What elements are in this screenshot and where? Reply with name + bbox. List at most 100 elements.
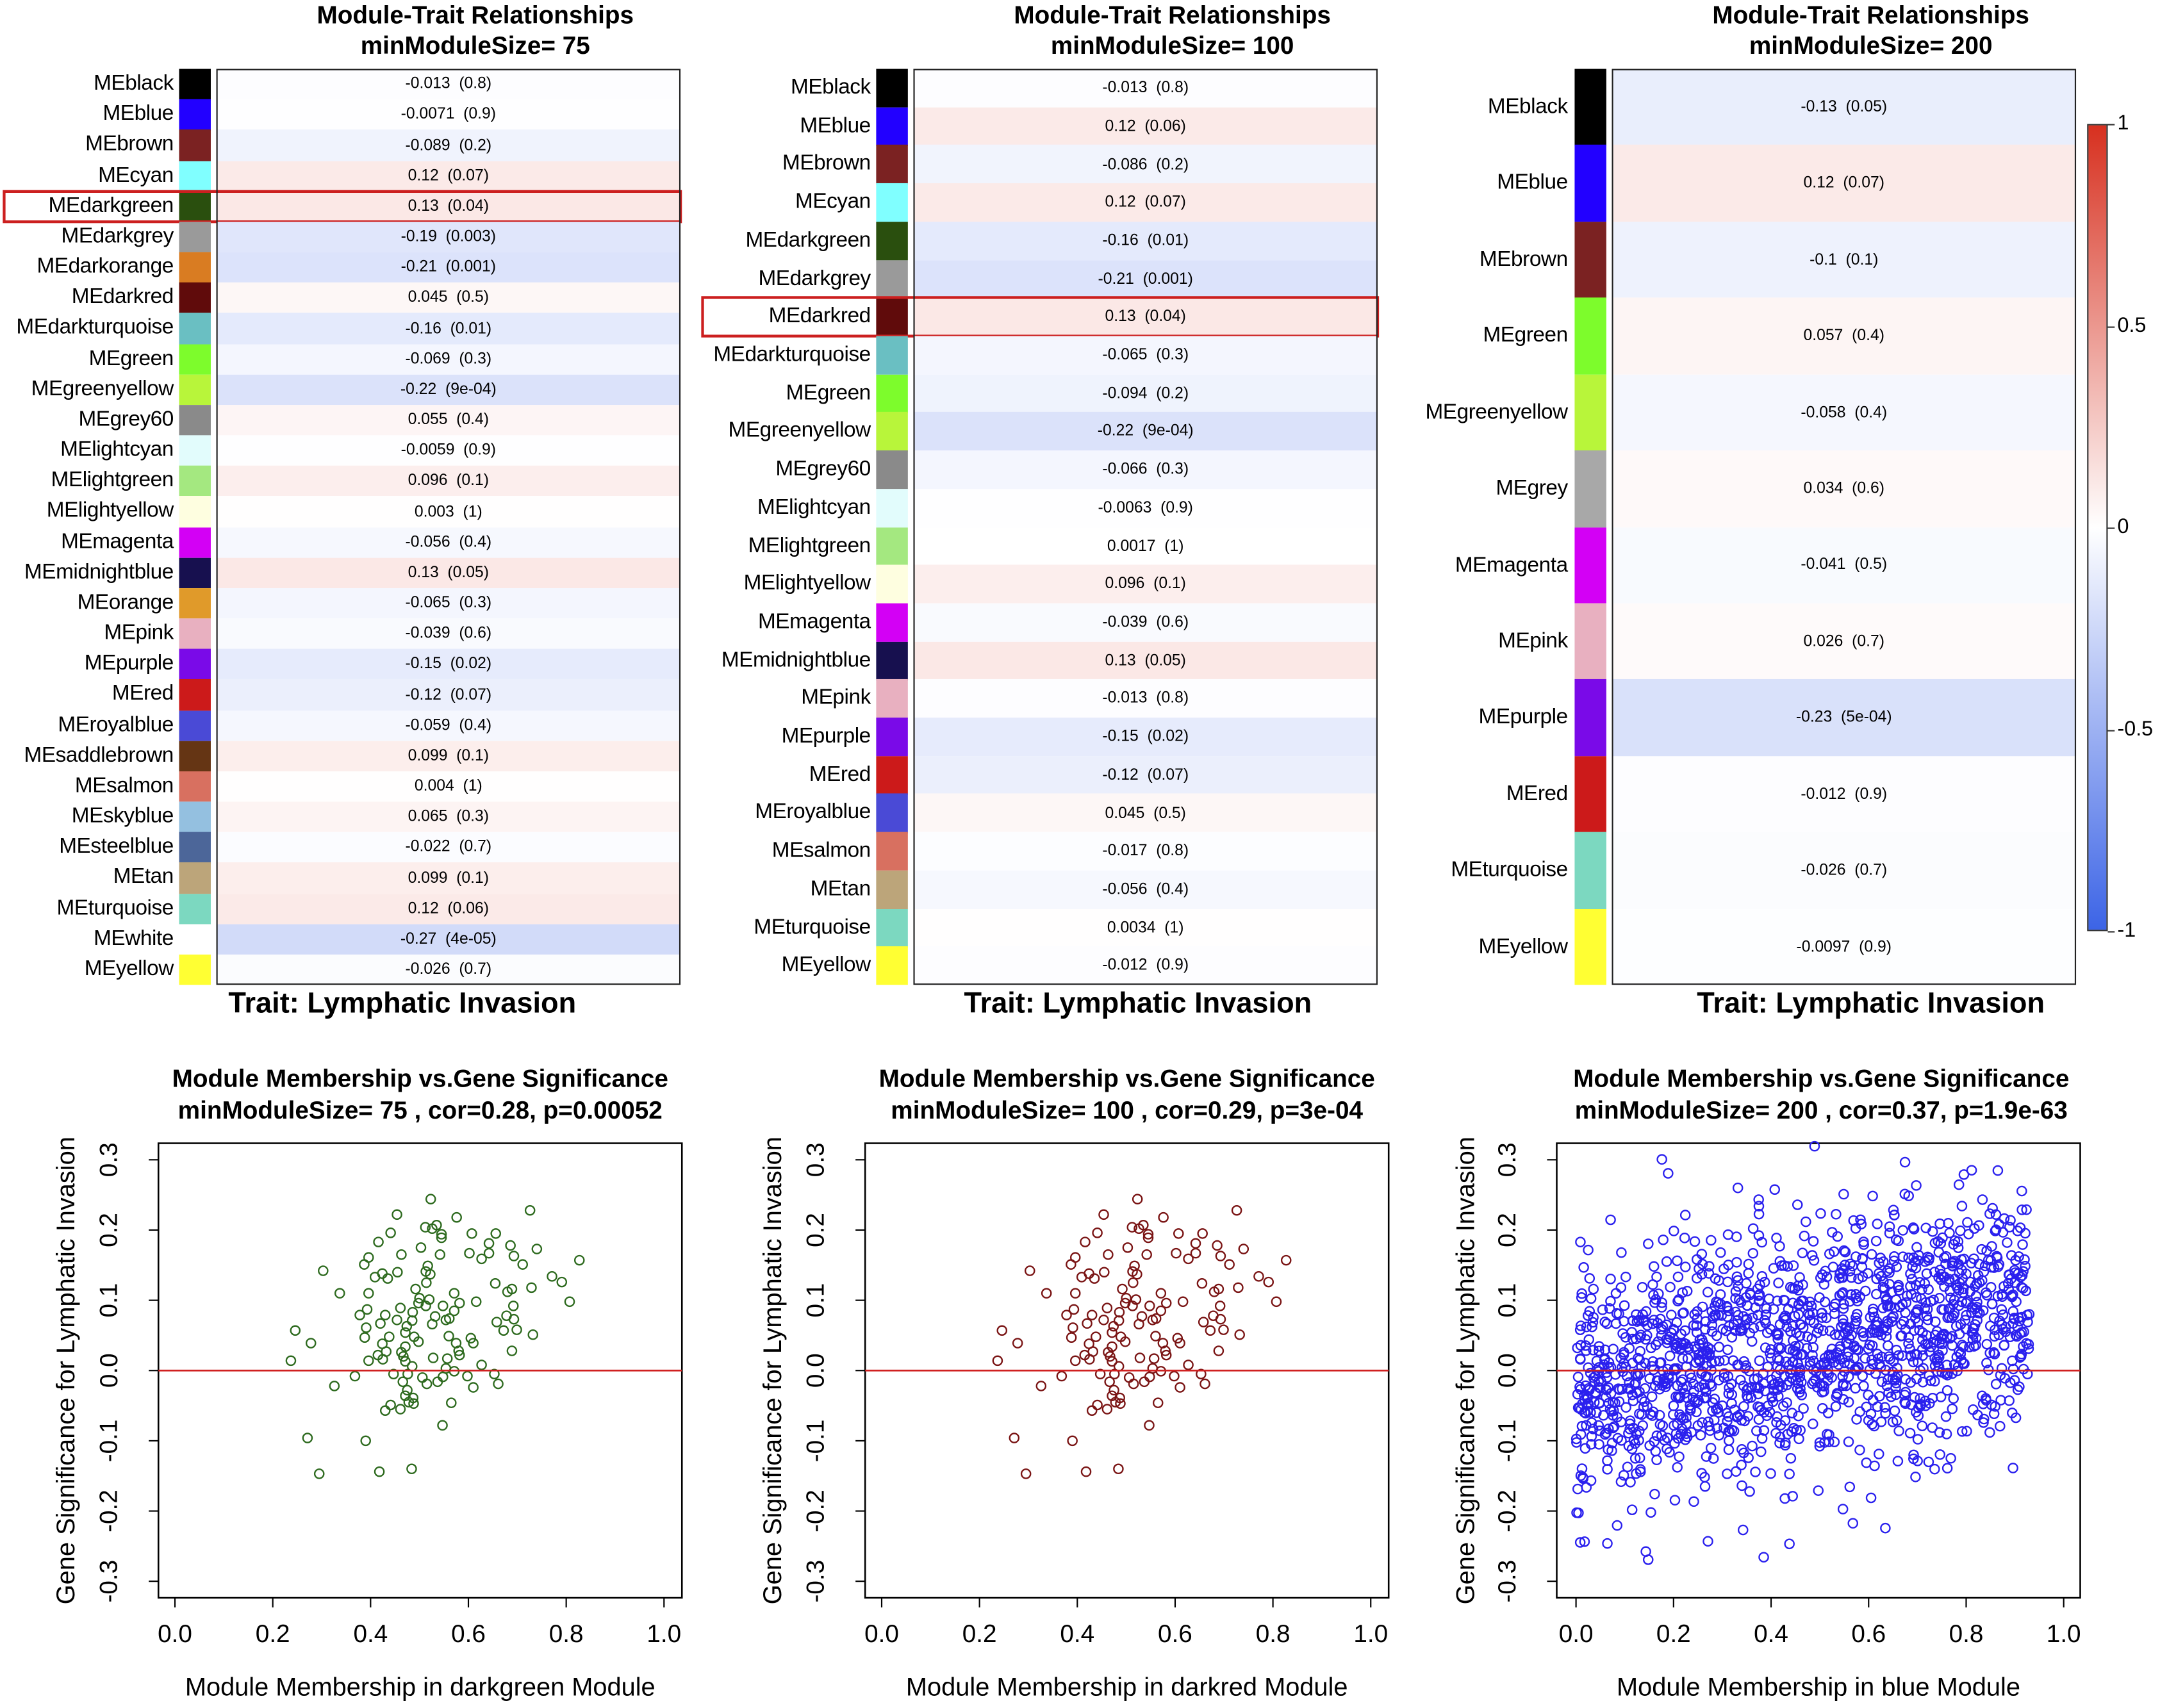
data-point [1947, 1257, 1958, 1268]
heatmap-cell[interactable]: -0.16 (0.01) [216, 313, 681, 345]
heatmap-cell[interactable]: -0.056 (0.4) [216, 527, 681, 559]
heatmap-cell[interactable]: -0.069 (0.3) [216, 343, 681, 375]
heatmap-cell[interactable]: 0.045 (0.5) [913, 794, 1378, 833]
heatmap-cell[interactable]: 0.12 (0.07) [1612, 145, 2077, 222]
data-point [1760, 1318, 1771, 1329]
heatmap-cell[interactable]: 0.065 (0.3) [216, 801, 681, 833]
heatmap-cell[interactable]: 0.057 (0.4) [1612, 297, 2077, 375]
heatmap-cell[interactable]: -0.22 (9e-04) [913, 412, 1378, 452]
data-point [318, 1265, 329, 1276]
data-point [1574, 1324, 1586, 1335]
heatmap-cell[interactable]: -0.12 (0.07) [216, 679, 681, 711]
data-point [2023, 1343, 2034, 1354]
data-point [385, 1228, 396, 1238]
heatmap-cell[interactable]: -0.012 (0.9) [1612, 755, 2077, 833]
data-point [1115, 1398, 1126, 1409]
data-point [1876, 1376, 1888, 1388]
data-point [413, 1336, 424, 1347]
heatmap-cell[interactable]: -0.066 (0.3) [913, 450, 1378, 489]
heatmap-cell[interactable]: -0.0063 (0.9) [913, 488, 1378, 528]
heatmap-cell[interactable]: -0.15 (0.02) [216, 648, 681, 680]
heatmap-cell[interactable]: 0.096 (0.1) [216, 466, 681, 497]
heatmap-cell[interactable]: -0.013 (0.8) [913, 69, 1378, 108]
heatmap-cell[interactable]: 0.0017 (1) [913, 527, 1378, 566]
heatmap-cell[interactable]: -0.19 (0.003) [216, 221, 681, 253]
heatmap-cell[interactable]: -0.21 (0.001) [216, 252, 681, 284]
y-tick-label: -0.1 [95, 1420, 123, 1463]
data-point [427, 1352, 439, 1363]
heatmap-cell[interactable]: 0.045 (0.5) [216, 283, 681, 314]
data-point [508, 1251, 520, 1261]
heatmap-cell[interactable]: 0.055 (0.4) [216, 404, 681, 436]
heatmap-cell[interactable]: -0.059 (0.4) [216, 710, 681, 742]
heatmap-cell[interactable]: -0.058 (0.4) [1612, 374, 2077, 452]
heatmap-cell[interactable]: 0.099 (0.1) [216, 740, 681, 772]
heatmap-cell[interactable]: -0.086 (0.2) [913, 145, 1378, 185]
heatmap-cell[interactable]: 0.099 (0.1) [216, 862, 681, 894]
heatmap-cell[interactable]: -0.041 (0.5) [1612, 527, 2077, 604]
heatmap-cell[interactable]: -0.1 (0.1) [1612, 221, 2077, 299]
heatmap-cell[interactable]: -0.22 (9e-04) [216, 374, 681, 406]
heatmap-cell[interactable]: 0.12 (0.07) [216, 160, 681, 192]
heatmap-cell[interactable]: 0.13 (0.05) [913, 641, 1378, 680]
heatmap-cell[interactable]: 0.034 (0.6) [1612, 450, 2077, 528]
data-point [1663, 1168, 1674, 1179]
heatmap-cell[interactable]: -0.026 (0.7) [1612, 832, 2077, 910]
heatmap-cell[interactable]: -0.013 (0.8) [216, 69, 681, 101]
heatmap-cell[interactable]: -0.013 (0.8) [913, 679, 1378, 719]
data-point [1689, 1236, 1701, 1247]
data-point [1900, 1398, 1911, 1409]
heatmap-cell[interactable]: -0.13 (0.05) [1612, 69, 2077, 146]
heatmap-cell[interactable]: -0.12 (0.07) [913, 755, 1378, 795]
heatmap-cell[interactable]: -0.065 (0.3) [216, 587, 681, 620]
heatmap-cell[interactable]: 0.096 (0.1) [913, 564, 1378, 604]
data-point [1134, 1223, 1144, 1235]
heatmap-cell[interactable]: -0.23 (5e-04) [1612, 679, 2077, 757]
data-point [1160, 1297, 1172, 1309]
data-point [1857, 1370, 1868, 1382]
heatmap-cell[interactable]: -0.089 (0.2) [216, 129, 681, 161]
data-point [1678, 1307, 1689, 1318]
heatmap-cell[interactable]: -0.0071 (0.9) [216, 99, 681, 131]
heatmap-cell[interactable]: -0.039 (0.6) [913, 603, 1378, 643]
data-point [1972, 1315, 1983, 1326]
heatmap-cell[interactable]: -0.026 (0.7) [216, 954, 681, 986]
heatmap-cell[interactable]: -0.0059 (0.9) [216, 435, 681, 467]
data-point [1876, 1351, 1888, 1363]
heatmap-cell[interactable]: -0.0097 (0.9) [1612, 908, 2077, 986]
data-point [1872, 1219, 1883, 1229]
data-point [396, 1249, 407, 1260]
heatmap-cell[interactable]: 0.12 (0.07) [913, 183, 1378, 222]
heatmap-cell[interactable]: -0.065 (0.3) [913, 336, 1378, 375]
heatmap-cell[interactable]: 0.13 (0.05) [216, 557, 681, 589]
heatmap-cell[interactable]: 0.0034 (1) [913, 908, 1378, 948]
heatmap-cell[interactable]: 0.13 (0.04) [913, 297, 1378, 337]
module-label: MEpink [801, 686, 871, 710]
heatmap-cell[interactable]: 0.12 (0.06) [913, 107, 1378, 146]
heatmap-cell[interactable]: 0.026 (0.7) [1612, 603, 2077, 680]
heatmap-cell[interactable]: -0.27 (4e-05) [216, 923, 681, 955]
data-point [1699, 1481, 1711, 1492]
module-label: MEblack [94, 71, 174, 95]
heatmap-cell[interactable]: 0.003 (1) [216, 496, 681, 528]
heatmap-cell[interactable]: -0.012 (0.9) [913, 946, 1378, 986]
heatmap-cell[interactable]: 0.13 (0.04) [216, 191, 681, 222]
heatmap-cell[interactable]: -0.094 (0.2) [913, 374, 1378, 413]
heatmap-cell[interactable]: -0.056 (0.4) [913, 870, 1378, 910]
heatmap-cell[interactable]: -0.022 (0.7) [216, 832, 681, 864]
heatmap-cell[interactable]: -0.017 (0.8) [913, 832, 1378, 871]
heatmap-cell[interactable]: -0.15 (0.02) [913, 718, 1378, 757]
data-point [1679, 1233, 1690, 1244]
heatmap-cell[interactable]: 0.004 (1) [216, 771, 681, 803]
module-color-swatch [179, 679, 211, 711]
heatmap-cell[interactable]: -0.21 (0.001) [913, 259, 1378, 299]
data-point [1772, 1334, 1783, 1345]
data-point [1575, 1354, 1586, 1365]
data-point [1990, 1401, 2001, 1412]
y-tick-label: 0.3 [802, 1142, 830, 1177]
heatmap-cell[interactable]: 0.12 (0.06) [216, 893, 681, 924]
heatmap-cell[interactable]: -0.16 (0.01) [913, 221, 1378, 261]
data-point [1953, 1179, 1965, 1190]
data-point [1697, 1417, 1708, 1428]
heatmap-cell[interactable]: -0.039 (0.6) [216, 618, 681, 650]
